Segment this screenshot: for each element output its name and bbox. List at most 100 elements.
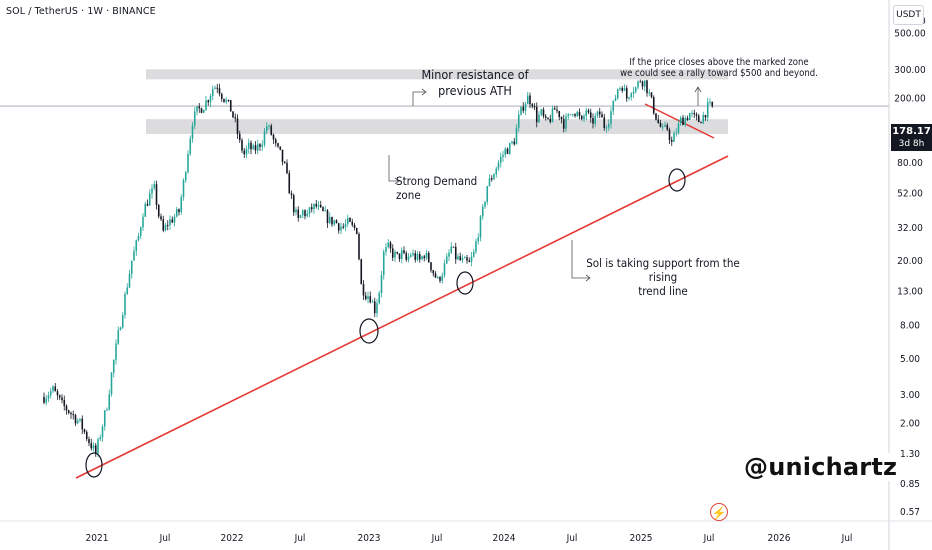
trend-lines [0,103,889,479]
candle-body [380,275,383,294]
bar-countdown: 3d 8h [898,139,925,149]
author-watermark: @unichartz [742,453,900,481]
candle-body [211,88,214,96]
candle-body [421,256,423,260]
candle-body [288,173,291,194]
lightning-bolt-icon[interactable]: ⚡ [710,503,728,521]
candle-body [612,100,615,112]
candle-body [499,156,502,163]
candle-body [184,172,187,181]
candle-body [682,117,684,126]
candle-body [511,141,513,144]
candle-body [657,119,660,123]
candle-body [297,209,300,218]
candle-body [684,118,687,126]
candle-body [695,114,698,116]
candle-body [198,106,201,109]
candle-body [333,220,336,225]
last-price-tag: 178.17 3d 8h [891,124,932,151]
candle-body [463,257,466,259]
candle-body [304,210,306,217]
candle-body [691,112,693,114]
symbol-title[interactable]: SOL / TetherUS · 1W · BINANCE [6,6,156,17]
candle-body [220,93,223,99]
candle-body [652,97,655,114]
currency-button[interactable]: USDT [893,5,924,25]
breakout-arrow-head [694,86,702,93]
candle-body [493,174,495,180]
candles [43,79,714,457]
candle-body [450,246,453,253]
candle-body [607,123,610,128]
candle-body [497,162,500,169]
candle-body [310,207,313,210]
candle-body [625,88,628,99]
candle-body [711,101,714,107]
candle-body [677,123,680,133]
candle-body [515,127,518,145]
candle-body [596,111,599,116]
candle-body [427,253,430,263]
candle-body [430,262,432,271]
candle-body [322,207,324,211]
candle-body [594,115,597,124]
candle-body [616,89,619,99]
candle-body [315,203,318,207]
candle-body [394,251,396,258]
candle-body [299,215,302,218]
candle-body [403,250,405,254]
candle-body [103,410,106,427]
candle-body [439,277,441,281]
y-tick-label: 52.00 [897,189,923,200]
candle-body [445,256,448,264]
candle-body [47,395,50,399]
candle-body [166,224,169,226]
candle-body [252,145,255,150]
candle-body [648,92,651,94]
candle-body [70,412,72,415]
candle-body [556,109,558,112]
candle-body [162,219,165,231]
candle-body [101,426,104,438]
candle-body [592,117,594,124]
candle-body [666,124,669,130]
candle-body [160,216,162,220]
demand-annotation: Strong Demand zone [396,174,478,202]
candle-body [63,399,66,406]
candle-body [679,117,682,124]
x-tick-label: Jul [703,533,715,544]
candle-body [484,201,486,207]
candle-body [58,395,61,398]
candle-body [142,216,144,228]
candle-body [553,108,556,110]
candle-body [547,117,549,119]
candle-body [65,405,68,411]
candle-body [74,415,77,424]
candle-body [475,241,477,252]
x-tick-label: 2024 [493,533,516,544]
candle-body [414,253,417,260]
candle-body [425,253,428,259]
candle-body [659,122,662,127]
candle-body [706,102,709,118]
candle-body [117,330,120,344]
candle-body [621,88,624,91]
candle-body [256,144,259,151]
candle-body [517,114,520,128]
candle-body [148,193,151,206]
candle-body [508,143,511,154]
candle-body [313,203,315,210]
y-tick-label: 0.57 [900,507,920,518]
candle-body [92,445,95,449]
trendline-pointer-head [585,274,591,282]
candle-body [292,195,295,213]
y-tick-label: 32.00 [897,223,923,234]
candle-body [441,275,444,281]
candle-body [664,124,666,127]
candle-body [110,372,113,395]
candle-body [358,233,360,260]
candle-body [261,144,264,147]
candle-body [191,125,194,139]
